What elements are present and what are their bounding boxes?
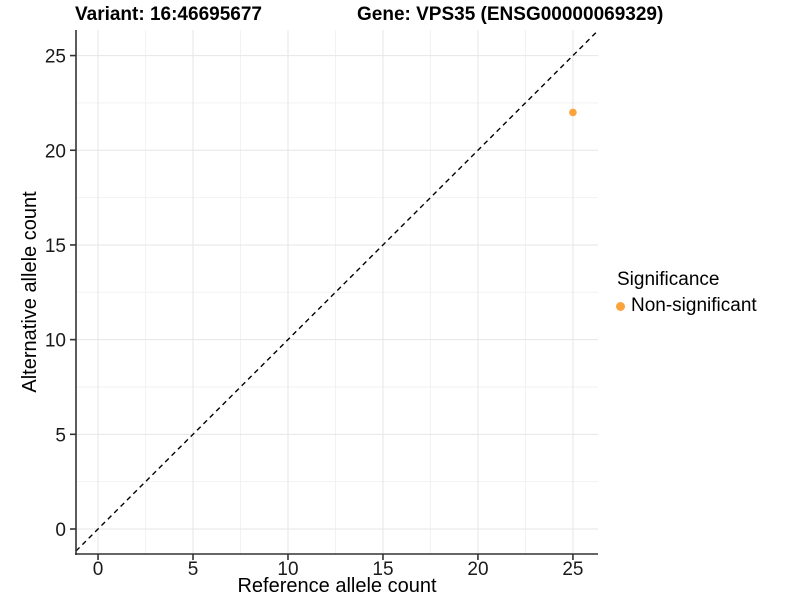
grid-major-lines: [76, 30, 598, 554]
y-tick-labels: 0 5 10 15 20 25: [45, 47, 66, 541]
axis-lines-and-ticks: [70, 30, 598, 560]
x-tick-labels: 0 5 10 15 20 25: [93, 559, 584, 580]
y-tick-label: 10: [45, 331, 66, 352]
x-tick-label: 15: [372, 559, 393, 580]
x-tick-label: 5: [188, 559, 199, 580]
y-tick-label: 25: [45, 47, 66, 68]
legend-item-non-significant: Non-significant: [616, 295, 757, 317]
legend: Significance Non-significant: [616, 269, 757, 317]
y-tick-label: 0: [55, 520, 66, 541]
y-tick-label: 20: [45, 141, 66, 162]
legend-title: Significance: [617, 269, 720, 290]
scatter-point: [569, 108, 577, 117]
x-tick-label: 0: [93, 559, 104, 580]
plot-title-gene: Gene: VPS35 (ENSG00000069329): [357, 4, 664, 25]
x-axis-title: Reference allele count: [237, 575, 436, 597]
identity-dashed-line: [75, 30, 599, 552]
y-tick-label: 5: [55, 425, 66, 446]
y-tick-label: 15: [45, 236, 66, 257]
x-tick-label: 10: [277, 559, 298, 580]
x-tick-label: 20: [467, 559, 488, 580]
data-points: [569, 108, 577, 117]
legend-item-label: Non-significant: [631, 295, 757, 316]
grid-minor-lines: [76, 30, 598, 554]
y-axis-title: Alternative allele count: [19, 191, 41, 393]
reference-dashed-line: [75, 30, 599, 552]
x-tick-label: 25: [562, 559, 583, 580]
legend-point-icon: [616, 301, 625, 311]
plot-title-variant: Variant: 16:46695677: [75, 4, 262, 25]
